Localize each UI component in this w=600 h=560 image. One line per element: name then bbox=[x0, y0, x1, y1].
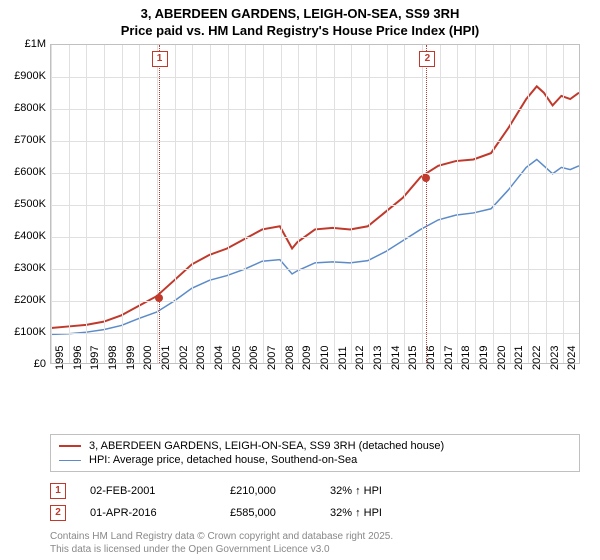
footer-line-1: Contains HM Land Registry data © Crown c… bbox=[50, 531, 393, 544]
title-line-2: Price paid vs. HM Land Registry's House … bbox=[0, 23, 600, 40]
legend-row-1: 3, ABERDEEN GARDENS, LEIGH-ON-SEA, SS9 3… bbox=[59, 439, 571, 453]
x-tick-label: 2005 bbox=[231, 346, 243, 370]
x-tick-label: 1995 bbox=[54, 346, 66, 370]
footer-attribution: Contains HM Land Registry data © Crown c… bbox=[50, 531, 393, 556]
x-tick-label: 2002 bbox=[178, 346, 190, 370]
x-tick-label: 2024 bbox=[566, 346, 578, 370]
x-tick-label: 2018 bbox=[460, 346, 472, 370]
x-tick-label: 2022 bbox=[531, 346, 543, 370]
y-tick-label: £100K bbox=[0, 326, 46, 338]
line-series-svg bbox=[51, 45, 579, 363]
y-tick-label: £1M bbox=[0, 38, 46, 50]
sale-row-1: 1 02-FEB-2001 £210,000 32% ↑ HPI bbox=[50, 480, 580, 502]
chart-area: 12 £0£100K£200K£300K£400K£500K£600K£700K… bbox=[0, 44, 600, 399]
x-tick-label: 2021 bbox=[513, 346, 525, 370]
legend-box: 3, ABERDEEN GARDENS, LEIGH-ON-SEA, SS9 3… bbox=[50, 434, 580, 472]
sale-price-2: £585,000 bbox=[230, 507, 330, 519]
x-tick-label: 2008 bbox=[284, 346, 296, 370]
chart-marker-box: 1 bbox=[152, 51, 168, 67]
x-tick-label: 1996 bbox=[72, 346, 84, 370]
sales-table: 1 02-FEB-2001 £210,000 32% ↑ HPI 2 01-AP… bbox=[50, 480, 580, 524]
plot-area: 12 bbox=[50, 44, 580, 364]
y-tick-label: £600K bbox=[0, 166, 46, 178]
legend-swatch-2 bbox=[59, 460, 81, 461]
chart-marker-dot bbox=[422, 174, 430, 182]
y-tick-label: £200K bbox=[0, 294, 46, 306]
y-tick-label: £500K bbox=[0, 198, 46, 210]
x-tick-label: 2006 bbox=[248, 346, 260, 370]
x-tick-label: 2004 bbox=[213, 346, 225, 370]
sale-pct-2: 32% ↑ HPI bbox=[330, 507, 580, 519]
y-tick-label: £0 bbox=[0, 358, 46, 370]
x-tick-label: 2010 bbox=[319, 346, 331, 370]
x-tick-label: 2011 bbox=[337, 346, 349, 370]
sale-price-1: £210,000 bbox=[230, 485, 330, 497]
x-tick-label: 2001 bbox=[160, 346, 172, 370]
x-tick-label: 2014 bbox=[390, 346, 402, 370]
x-tick-label: 2007 bbox=[266, 346, 278, 370]
sale-marker-1: 1 bbox=[50, 483, 66, 499]
x-tick-label: 1999 bbox=[125, 346, 137, 370]
x-tick-label: 2020 bbox=[496, 346, 508, 370]
y-tick-label: £300K bbox=[0, 262, 46, 274]
sale-row-2: 2 01-APR-2016 £585,000 32% ↑ HPI bbox=[50, 502, 580, 524]
title-line-1: 3, ABERDEEN GARDENS, LEIGH-ON-SEA, SS9 3… bbox=[0, 6, 600, 23]
x-tick-label: 2012 bbox=[354, 346, 366, 370]
x-tick-label: 2019 bbox=[478, 346, 490, 370]
chart-container: 3, ABERDEEN GARDENS, LEIGH-ON-SEA, SS9 3… bbox=[0, 0, 600, 560]
y-tick-label: £800K bbox=[0, 102, 46, 114]
x-tick-label: 2013 bbox=[372, 346, 384, 370]
sale-date-1: 02-FEB-2001 bbox=[90, 485, 230, 497]
y-tick-label: £400K bbox=[0, 230, 46, 242]
sale-date-2: 01-APR-2016 bbox=[90, 507, 230, 519]
x-tick-label: 2000 bbox=[142, 346, 154, 370]
y-tick-label: £700K bbox=[0, 134, 46, 146]
x-tick-label: 1998 bbox=[107, 346, 119, 370]
legend-row-2: HPI: Average price, detached house, Sout… bbox=[59, 453, 571, 467]
sale-pct-1: 32% ↑ HPI bbox=[330, 485, 580, 497]
x-tick-label: 2003 bbox=[195, 346, 207, 370]
legend-and-sales: 3, ABERDEEN GARDENS, LEIGH-ON-SEA, SS9 3… bbox=[50, 434, 580, 524]
chart-marker-box: 2 bbox=[419, 51, 435, 67]
legend-label-2: HPI: Average price, detached house, Sout… bbox=[89, 454, 357, 466]
x-tick-label: 1997 bbox=[89, 346, 101, 370]
chart-marker-dot bbox=[155, 294, 163, 302]
x-tick-label: 2023 bbox=[549, 346, 561, 370]
footer-line-2: This data is licensed under the Open Gov… bbox=[50, 544, 393, 557]
x-tick-label: 2016 bbox=[425, 346, 437, 370]
x-tick-label: 2015 bbox=[407, 346, 419, 370]
y-tick-label: £900K bbox=[0, 70, 46, 82]
chart-title: 3, ABERDEEN GARDENS, LEIGH-ON-SEA, SS9 3… bbox=[0, 0, 600, 40]
legend-label-1: 3, ABERDEEN GARDENS, LEIGH-ON-SEA, SS9 3… bbox=[89, 440, 444, 452]
sale-marker-2: 2 bbox=[50, 505, 66, 521]
x-tick-label: 2017 bbox=[443, 346, 455, 370]
legend-swatch-1 bbox=[59, 445, 81, 447]
x-tick-label: 2009 bbox=[301, 346, 313, 370]
